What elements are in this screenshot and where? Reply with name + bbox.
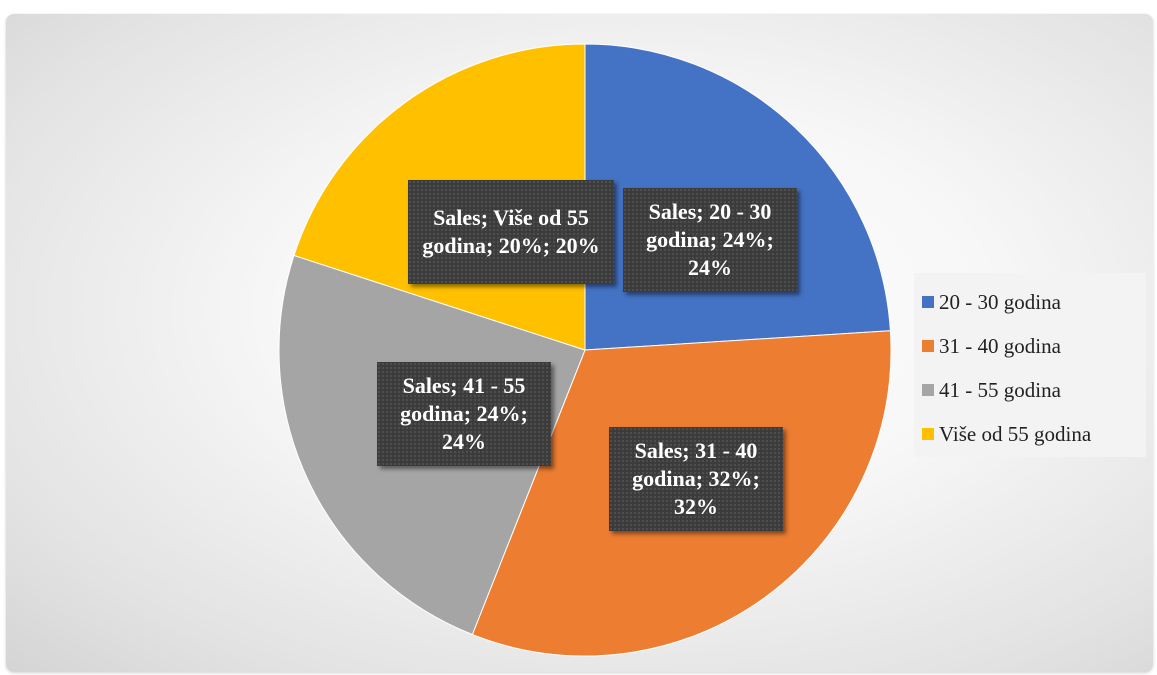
legend-swatch [922,296,934,308]
legend-item-vise-od-55: Više od 55 godina [914,412,1146,456]
legend-label: Više od 55 godina [939,421,1092,446]
legend-swatch [922,384,934,396]
legend: 20 - 30 godina 31 - 40 godina 41 - 55 go… [914,273,1146,457]
data-label-vise-od-55: Sales; Više od 55 godina; 20%; 20% [408,180,614,284]
legend-item-31-40: 31 - 40 godina [914,324,1146,368]
legend-swatch [922,428,934,440]
legend-label: 41 - 55 godina [939,377,1061,402]
legend-label: 20 - 30 godina [939,289,1061,314]
legend-label: 31 - 40 godina [939,333,1061,358]
chart-area: Sales; 20 - 30 godina; 24%; 24% Sales; 3… [6,14,1153,672]
data-label-31-40: Sales; 31 - 40 godina; 32%; 32% [609,427,783,531]
legend-item-41-55: 41 - 55 godina [914,368,1146,412]
legend-swatch [922,340,934,352]
data-label-41-55: Sales; 41 - 55 godina; 24%; 24% [377,362,551,466]
legend-item-20-30: 20 - 30 godina [914,280,1146,324]
data-label-20-30: Sales; 20 - 30 godina; 24%; 24% [623,188,797,292]
